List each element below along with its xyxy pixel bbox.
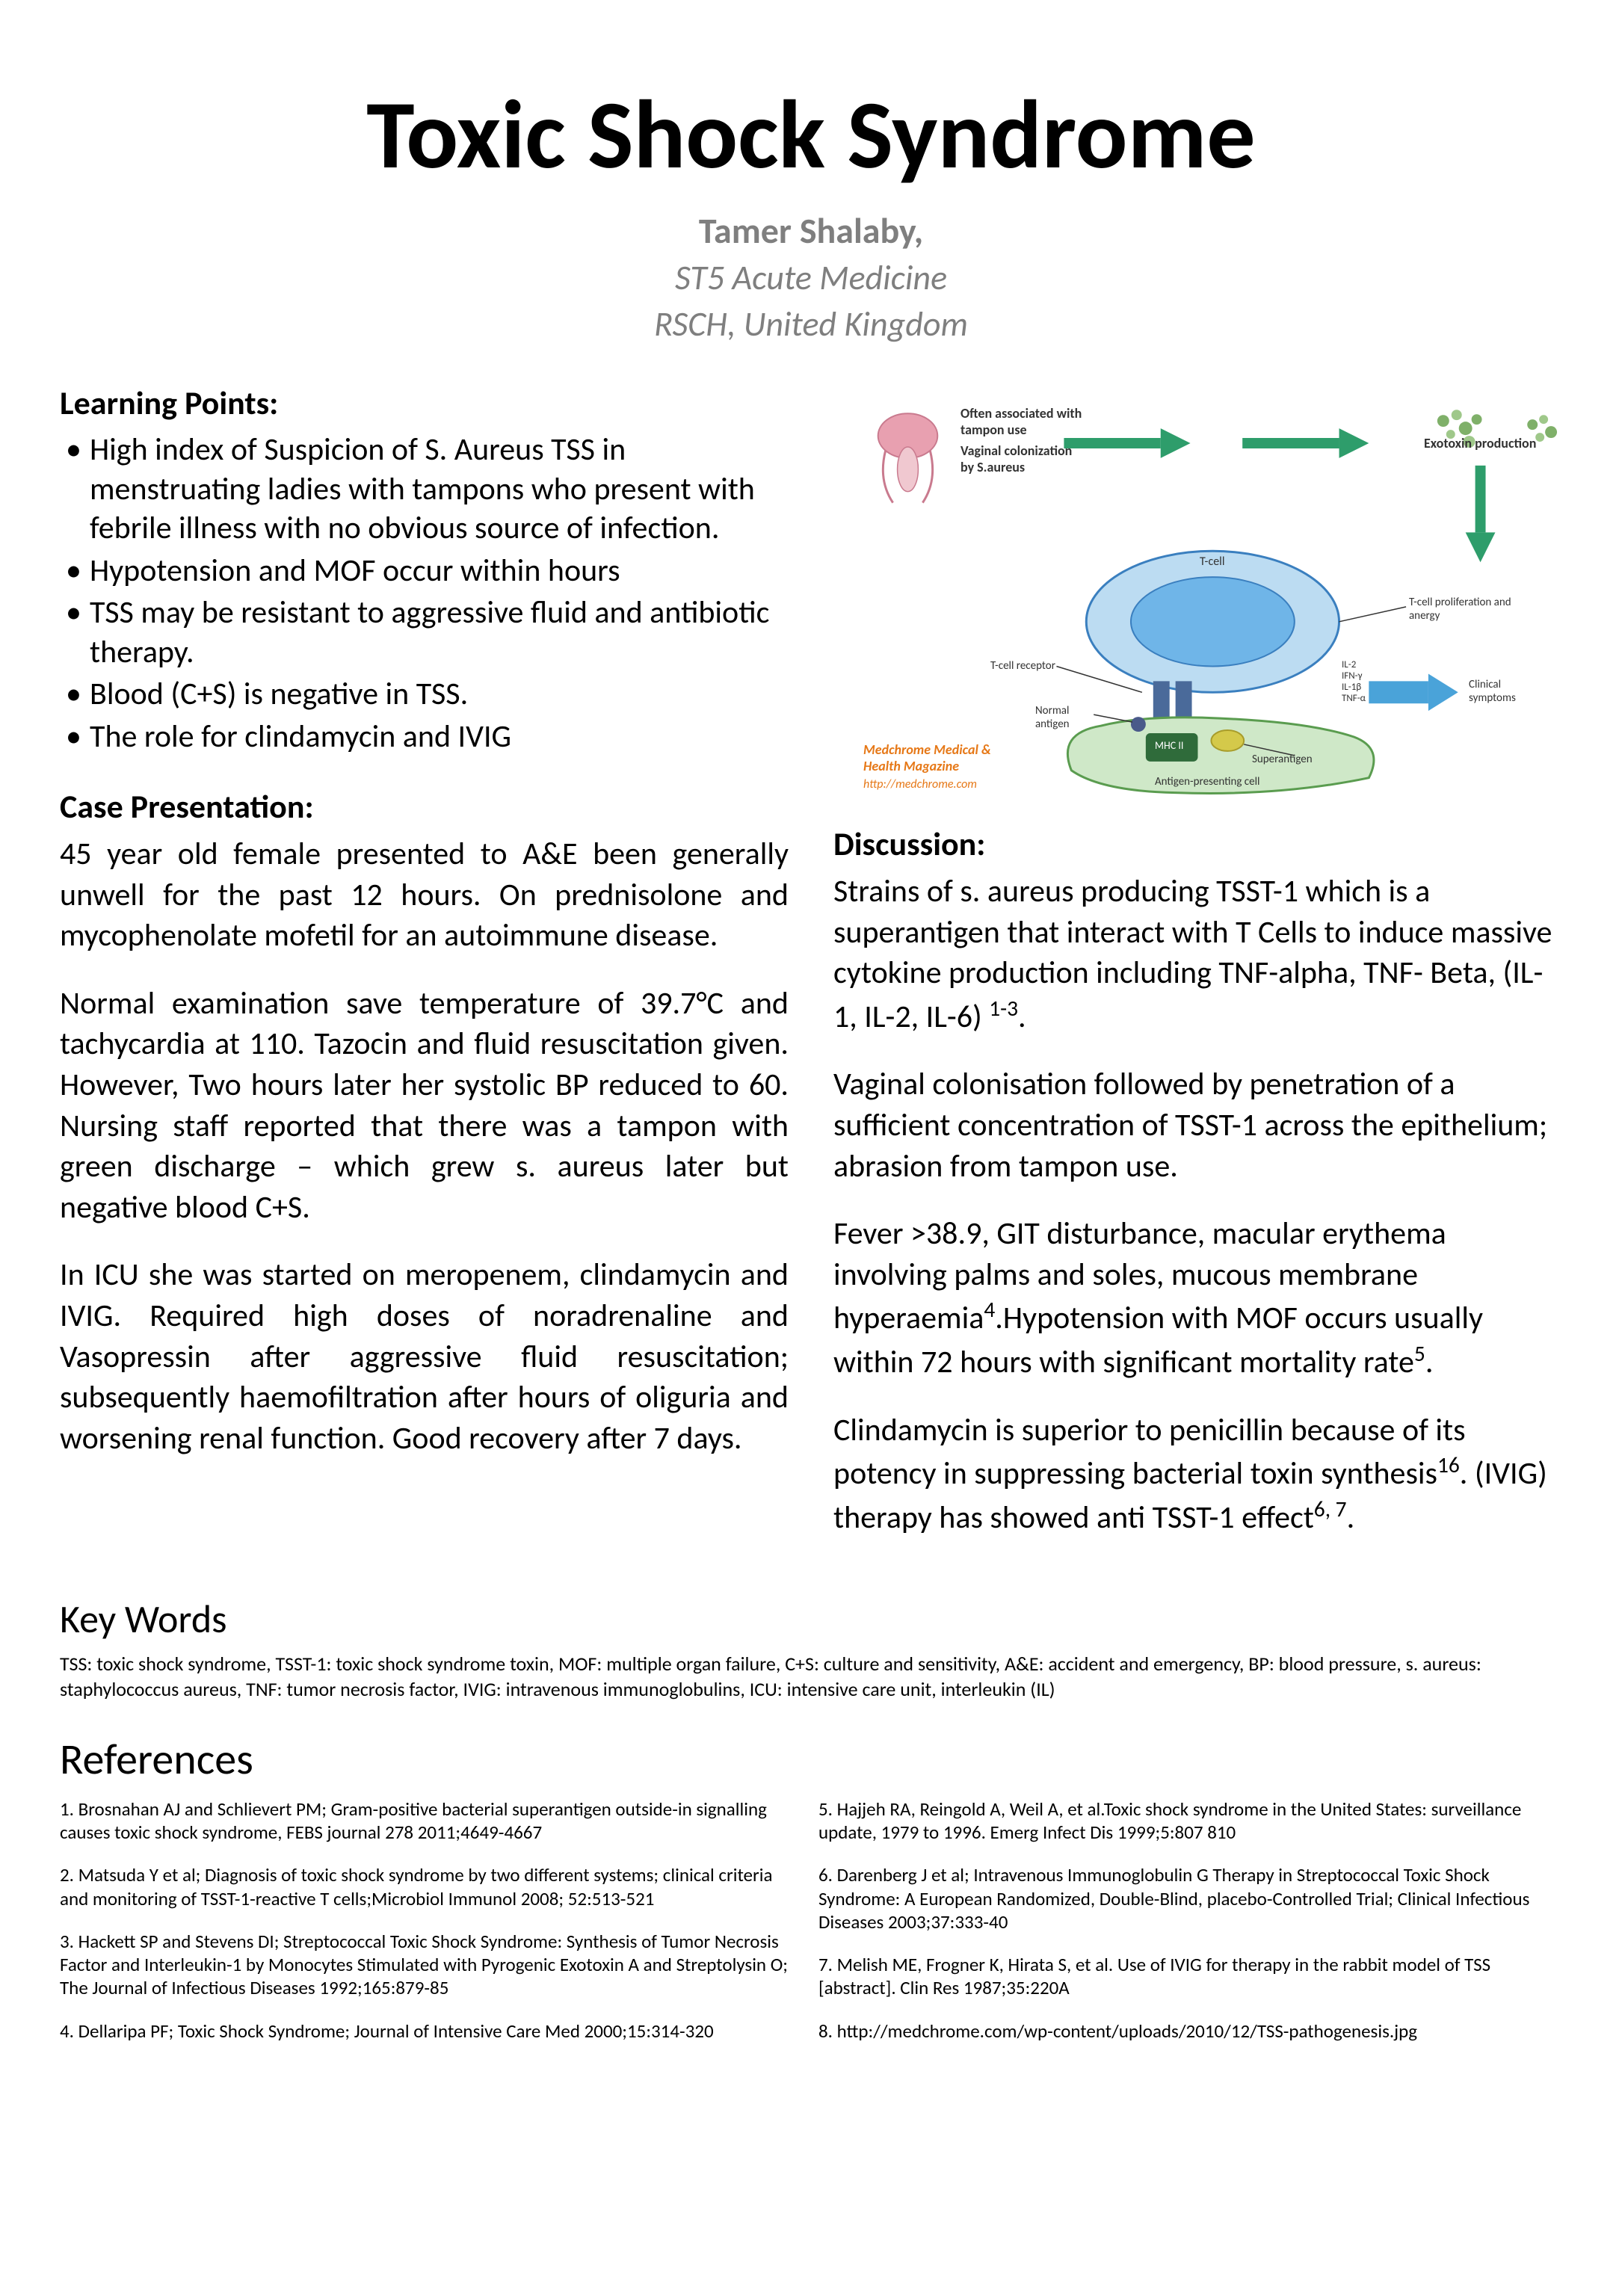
diagram-label: Exotoxin production (1424, 435, 1544, 451)
diagram-label: T-cell receptor (990, 659, 1058, 673)
tcell-icon (1086, 551, 1339, 692)
references-right: 5. Hajjeh RA, Reingold A, Weil A, et al.… (818, 1797, 1562, 2062)
keywords-text: TSS: toxic shock syndrome, TSST-1: toxic… (60, 1652, 1562, 1703)
list-item: High index of Suspicion of S. Aureus TSS… (60, 430, 789, 549)
arrow-down-icon (1466, 466, 1496, 562)
discussion-paragraph: Strains of s. aureus producing TSST-1 wh… (833, 871, 1562, 1037)
reference-item: 8. http://medchrome.com/wp-content/uploa… (818, 2019, 1562, 2043)
superantigen-icon (1211, 730, 1244, 751)
discussion-heading: Discussion: (833, 824, 1562, 864)
case-paragraph: 45 year old female presented to A&E been… (60, 834, 789, 957)
case-paragraph: In ICU she was started on meropenem, cli… (60, 1255, 789, 1459)
learning-points-list: High index of Suspicion of S. Aureus TSS… (60, 430, 789, 756)
normal-antigen-icon (1131, 717, 1146, 732)
case-heading: Case Presentation: (60, 786, 789, 827)
reference-item: 5. Hajjeh RA, Reingold A, Weil A, et al.… (818, 1797, 1562, 1845)
right-column: Often associated with tampon use Vaginal… (833, 383, 1562, 1565)
references-columns: 1. Brosnahan AJ and Schlievert PM; Gram-… (60, 1797, 1562, 2062)
diagram-label: IL-2 IFN-γ IL-1β TNF-α (1342, 659, 1379, 704)
references-left: 1. Brosnahan AJ and Schlievert PM; Gram-… (60, 1797, 804, 2062)
reference-item: 2. Matsuda Y et al; Diagnosis of toxic s… (60, 1863, 804, 1910)
uterus-icon (878, 413, 938, 502)
reference-item: 1. Brosnahan AJ and Schlievert PM; Gram-… (60, 1797, 804, 1845)
clinical-arrow-icon (1369, 673, 1458, 711)
discussion-paragraph: Vaginal colonisation followed by penetra… (833, 1064, 1562, 1187)
discussion-paragraph: Fever >38.9, GIT disturbance, macular er… (833, 1214, 1562, 1383)
reference-item: 7. Melish ME, Frogner K, Hirata S, et al… (818, 1953, 1562, 2000)
list-item: The role for clindamycin and IVIG (60, 718, 789, 757)
diagram-label: T-cell proliferation and anergy (1409, 596, 1514, 623)
diagram-label: Clinical symptoms (1469, 678, 1536, 705)
list-item: Hypotension and MOF occur within hours (60, 552, 789, 591)
diagram-label: Often associated with tampon use (960, 405, 1095, 438)
author-name: Tamer Shalaby, (60, 209, 1562, 253)
diagram-label: Superantigen (1252, 753, 1313, 766)
diagram-label: Vaginal colonization by S.aureus (960, 442, 1080, 475)
discussion-paragraph: Clindamycin is superior to penicillin be… (833, 1410, 1562, 1539)
reference-item: 6. Darenberg J et al; Intravenous Immuno… (818, 1863, 1562, 1934)
arrow-icon (1242, 428, 1369, 458)
list-item: Blood (C+S) is negative in TSS. (60, 675, 789, 715)
keywords-heading: Key Words (60, 1595, 1562, 1643)
pathogenesis-diagram: Often associated with tampon use Vaginal… (833, 383, 1562, 801)
learning-points-heading: Learning Points: (60, 383, 789, 423)
diagram-label: MHC II (1155, 739, 1183, 752)
references-heading: References (60, 1732, 1562, 1786)
reference-item: 3. Hackett SP and Stevens DI; Streptococ… (60, 1930, 804, 2000)
page-title: Toxic Shock Syndrome (60, 75, 1562, 194)
main-columns: Learning Points: High index of Suspicion… (60, 383, 1562, 1565)
pointer-line (1339, 607, 1407, 622)
author-role: ST5 Acute Medicine (60, 257, 1562, 299)
case-paragraph: Normal examination save temperature of 3… (60, 984, 789, 1229)
diagram-label: T-cell (1200, 555, 1225, 569)
author-institution: RSCH, United Kingdom (60, 303, 1562, 345)
diagram-label: Antigen-presenting cell (1155, 775, 1259, 789)
left-column: Learning Points: High index of Suspicion… (60, 383, 789, 1565)
diagram-source-url: http://medchrome.com (863, 777, 977, 791)
diagram-source: Medchrome Medical & Health Magazine (863, 741, 998, 774)
list-item: TSS may be resistant to aggressive fluid… (60, 593, 789, 672)
diagram-label: Normal antigen (1035, 704, 1095, 731)
author-block: Tamer Shalaby, ST5 Acute Medicine RSCH, … (60, 209, 1562, 345)
pointer-line (1094, 715, 1132, 722)
reference-item: 4. Dellaripa PF; Toxic Shock Syndrome; J… (60, 2019, 804, 2043)
